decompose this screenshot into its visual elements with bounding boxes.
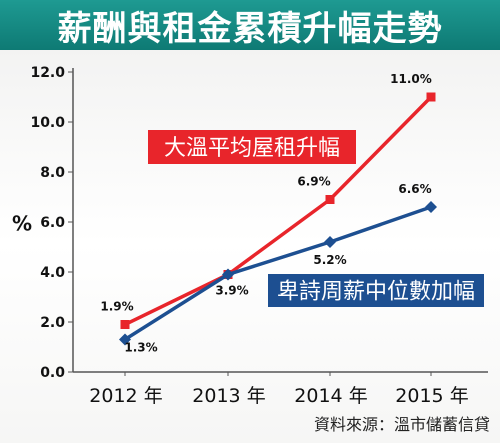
rent-point-marker bbox=[325, 195, 335, 204]
wage-point-marker bbox=[324, 236, 336, 248]
y-tick-label: 8.0 bbox=[40, 165, 65, 181]
x-tick-label: 2012 年 bbox=[89, 385, 162, 407]
title-bar: 薪酬與租金累積升幅走勢 bbox=[0, 0, 500, 50]
legend-label-rent: 大溫平均屋租升幅 bbox=[164, 136, 340, 161]
data-label: 5.2% bbox=[313, 253, 346, 267]
data-label: 3.9% bbox=[215, 284, 248, 298]
x-tick-label: 2014 年 bbox=[294, 385, 367, 407]
data-label: 1.9% bbox=[100, 300, 133, 314]
series-line-wage bbox=[124, 205, 432, 341]
data-label: 11.0% bbox=[390, 72, 432, 86]
source-note: 資料來源：溫市儲蓄信貸 bbox=[313, 415, 490, 434]
chart-title: 薪酬與租金累積升幅走勢 bbox=[57, 8, 443, 49]
wage-point-marker bbox=[119, 333, 131, 346]
y-tick-label: 6.0 bbox=[40, 215, 65, 231]
legend-box-wage bbox=[268, 274, 484, 307]
y-tick-label: 10.0 bbox=[30, 115, 65, 131]
y-tick-label: 4.0 bbox=[40, 265, 65, 281]
legend-box-rent bbox=[148, 130, 356, 164]
x-tick-label: 2015 年 bbox=[395, 385, 468, 407]
data-label: 6.9% bbox=[297, 175, 330, 189]
data-label: 6.6% bbox=[398, 182, 431, 196]
y-axis-label: % bbox=[12, 212, 32, 236]
rent-point-marker bbox=[120, 320, 130, 329]
y-tick-label: 2.0 bbox=[40, 315, 65, 331]
legend-label-wage: 卑詩周薪中位數加幅 bbox=[277, 280, 475, 305]
wage-point-marker bbox=[425, 201, 437, 213]
x-tick-label: 2013 年 bbox=[192, 385, 265, 407]
y-tick-label: 0.0 bbox=[40, 365, 65, 381]
series-line-rent bbox=[124, 95, 433, 327]
data-label: 1.3% bbox=[124, 341, 157, 355]
rent-point-marker bbox=[426, 92, 436, 102]
y-tick-label: 12.0 bbox=[30, 65, 65, 81]
wage-point-marker bbox=[222, 268, 234, 281]
